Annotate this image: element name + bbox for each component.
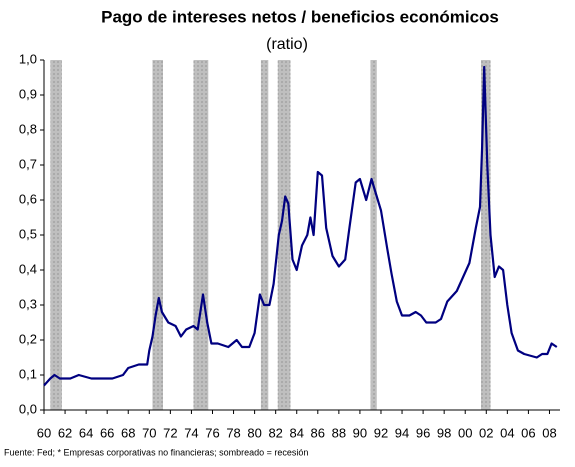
- x-tick-label: 72: [163, 425, 177, 440]
- footnote: Fuente: Fed; * Empresas corporativas no …: [4, 447, 308, 457]
- y-tick-label: 0,2: [19, 331, 37, 346]
- x-tick-label: 66: [100, 425, 114, 440]
- x-tick-label: 62: [58, 425, 72, 440]
- recession-dots: [370, 60, 377, 410]
- recession-dots: [152, 60, 163, 410]
- x-tick-label: 60: [37, 425, 51, 440]
- x-tick-label: 74: [184, 425, 198, 440]
- x-tick-label: 86: [311, 425, 325, 440]
- y-tick-label: 0,0: [19, 401, 37, 416]
- data-line: [43, 65, 558, 387]
- y-tick-label: 0,4: [19, 261, 37, 276]
- x-tick-label: 98: [437, 425, 451, 440]
- x-tick-label: 80: [247, 425, 261, 440]
- x-tick-label: 94: [395, 425, 409, 440]
- x-tick-label: 96: [416, 425, 430, 440]
- recession-dots: [481, 60, 491, 410]
- x-tick-label: 64: [79, 425, 93, 440]
- x-tick-label: 68: [121, 425, 135, 440]
- y-tick-label: 0,7: [19, 156, 37, 171]
- y-tick-label: 1,0: [19, 51, 37, 66]
- x-tick-label: 06: [521, 425, 535, 440]
- x-tick-label: 00: [458, 425, 472, 440]
- y-tick-label: 0,8: [19, 121, 37, 136]
- x-tick-label: 70: [142, 425, 156, 440]
- y-tick-label: 0,3: [19, 296, 37, 311]
- x-tick-label: 02: [479, 425, 493, 440]
- x-tick-label: 90: [353, 425, 367, 440]
- x-tick-label: 76: [205, 425, 219, 440]
- x-tick-label: 88: [332, 425, 346, 440]
- recession-dots: [50, 60, 62, 410]
- recession-dots: [260, 60, 269, 410]
- x-tick-label: 92: [374, 425, 388, 440]
- chart-subtitle: (ratio): [266, 36, 308, 53]
- chart-title: Pago de intereses netos / beneficios eco…: [101, 7, 499, 26]
- y-tick-label: 0,6: [19, 191, 37, 206]
- recession-dots: [277, 60, 291, 410]
- x-tick-label: 84: [290, 425, 304, 440]
- x-tick-label: 78: [226, 425, 240, 440]
- y-tick-label: 0,5: [19, 226, 37, 241]
- x-tick-label: 04: [500, 425, 514, 440]
- recession-dots: [193, 60, 209, 410]
- x-tick-label: 08: [542, 425, 556, 440]
- x-tick-label: 82: [268, 425, 282, 440]
- y-tick-label: 0,9: [19, 86, 37, 101]
- y-tick-label: 0,1: [19, 366, 37, 381]
